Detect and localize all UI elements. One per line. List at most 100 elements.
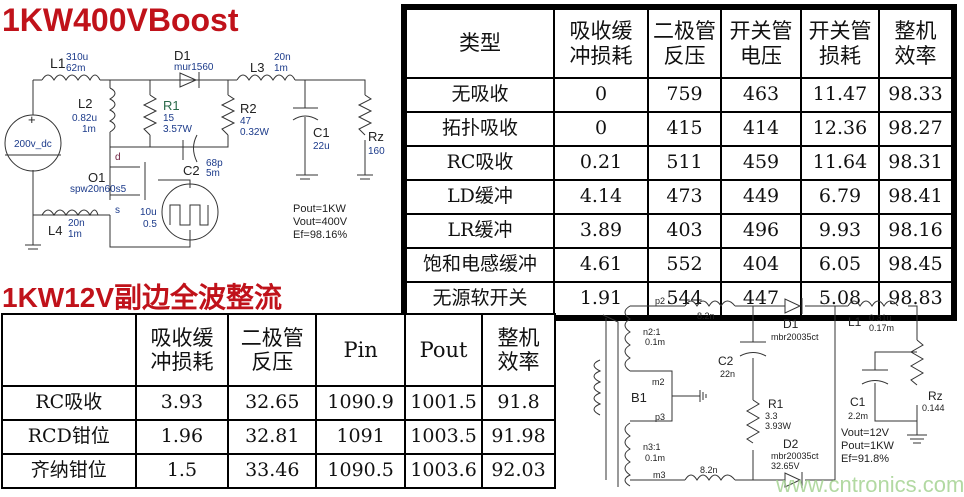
header-efficiency: 整机 效率 bbox=[481, 313, 556, 387]
value-cell: 1003.5 bbox=[404, 419, 484, 455]
label-p2: p2 bbox=[655, 296, 665, 306]
header-pin: Pin bbox=[315, 313, 407, 387]
capacitor-C2 bbox=[182, 134, 198, 163]
header-snubber-loss: 吸收缓 冲损耗 bbox=[553, 8, 649, 79]
secondary-winding-upper bbox=[624, 305, 631, 372]
capacitor-C1 bbox=[861, 369, 889, 385]
pulse-waveform bbox=[169, 204, 209, 226]
table-row: 拓扑吸收 0 415 414 12.36 98.27 bbox=[405, 111, 953, 147]
label-pulse-period: 10u bbox=[140, 207, 157, 218]
value-cell: 1.5 bbox=[134, 453, 230, 489]
ground-icons bbox=[699, 390, 927, 444]
inductor-p2 bbox=[684, 300, 736, 307]
table-row: 齐纳钳位 1.5 33.46 1090.5 1003.6 92.03 bbox=[1, 453, 556, 489]
label-L1: L1 bbox=[50, 55, 66, 71]
label-inductor-m3-value: 8.2n bbox=[700, 465, 718, 475]
label-source: 200v_dc bbox=[14, 139, 52, 150]
value-cell: 98.41 bbox=[878, 179, 953, 215]
row-label-cell: 无吸收 bbox=[405, 77, 555, 113]
label-D1-value: mbr20035ct bbox=[771, 332, 819, 342]
value-cell: 98.33 bbox=[878, 77, 953, 113]
label-C2-value: 22n bbox=[720, 369, 735, 379]
label-R2-value: 47 bbox=[240, 116, 252, 127]
label-Rz: Rz bbox=[928, 389, 943, 403]
table-row: 无吸收 0 759 463 11.47 98.33 bbox=[405, 77, 953, 113]
label-n2: n2:1 bbox=[643, 327, 661, 337]
label-L1: L1 bbox=[848, 315, 862, 329]
label-R1-power: 3.57W bbox=[163, 124, 192, 135]
label-L3-value: 20n bbox=[274, 52, 291, 63]
label-D2: D2 bbox=[783, 437, 799, 451]
value-cell: 12.36 bbox=[800, 111, 880, 147]
resistor-Rz bbox=[357, 94, 373, 136]
value-cell: 552 bbox=[647, 247, 722, 283]
label-drain: d bbox=[115, 152, 121, 163]
label-L2-value: 0.82u bbox=[72, 113, 97, 124]
label-R1: R1 bbox=[163, 98, 180, 113]
inductor-L4 bbox=[41, 209, 99, 217]
resistor-R1 bbox=[142, 94, 158, 136]
label-C2-esr: 5m bbox=[206, 168, 220, 179]
value-cell: 6.05 bbox=[800, 247, 880, 283]
label-m3: m3 bbox=[653, 470, 666, 480]
label-D1: D1 bbox=[783, 317, 799, 331]
label-B1: B1 bbox=[631, 390, 647, 405]
value-cell: 449 bbox=[720, 179, 802, 215]
inductor-L2 bbox=[108, 87, 116, 133]
value-cell: 3.93 bbox=[134, 385, 230, 421]
label-n3-esr: 0.1m bbox=[645, 453, 665, 463]
value-cell: 6.79 bbox=[800, 179, 880, 215]
rectifier-title: 1KW12V副边全波整流 bbox=[2, 282, 283, 313]
label-pout: Pout=1KW bbox=[293, 203, 347, 215]
label-Rz: Rz bbox=[368, 129, 384, 144]
boost-comparison-table: 类型 吸收缓 冲损耗 二极管 反压 开关管 电压 开关管 损耗 整机 效率 无吸收 0 759… bbox=[401, 4, 957, 321]
table-row: RCD钳位 1.96 32.81 1091 1003.5 91.98 bbox=[1, 419, 556, 455]
plus-sign: + bbox=[28, 112, 36, 127]
value-cell: 98.45 bbox=[878, 247, 953, 283]
value-cell: 3.89 bbox=[553, 213, 649, 249]
header-switch-loss: 开关管 损耗 bbox=[800, 8, 880, 79]
wires bbox=[32, 79, 366, 248]
primary-winding bbox=[593, 359, 602, 416]
label-D2-voltage: 32.65V bbox=[771, 461, 800, 471]
label-C1: C1 bbox=[313, 125, 330, 140]
value-cell: 1.91 bbox=[553, 281, 649, 317]
capacitor-C2 bbox=[739, 341, 767, 357]
diode-D1 bbox=[175, 72, 200, 88]
label-R2-power: 0.32W bbox=[240, 127, 269, 138]
value-cell: 1003.6 bbox=[404, 453, 484, 489]
diode-D2 bbox=[784, 472, 803, 488]
value-cell: 98.31 bbox=[878, 145, 953, 181]
value-cell: 414 bbox=[720, 111, 802, 147]
value-cell: 4.14 bbox=[553, 179, 649, 215]
label-L1-esr: 62m bbox=[66, 63, 85, 74]
row-label-cell: RC吸收 bbox=[405, 145, 555, 181]
label-C2-value: 68p bbox=[206, 158, 223, 169]
value-cell: 4.61 bbox=[553, 247, 649, 283]
boost-circuit-diagram: L1 310u 62m D1 mur1560 L3 20n 1m L2 0.82… bbox=[4, 48, 385, 250]
header-diode-reverse-voltage: 二极管 反压 bbox=[647, 8, 722, 79]
wires bbox=[630, 305, 918, 481]
resistor-R2 bbox=[220, 94, 236, 136]
value-cell: 459 bbox=[720, 145, 802, 181]
label-R1-value: 15 bbox=[163, 113, 175, 124]
label-vout: Vout=400V bbox=[293, 216, 348, 228]
label-Q1: O1 bbox=[88, 170, 105, 185]
label-n2-esr: 0.1m bbox=[645, 337, 665, 347]
label-D1: D1 bbox=[174, 48, 191, 63]
label-L1-value: 0.31u bbox=[869, 313, 892, 323]
label-L3-esr: 1m bbox=[274, 63, 288, 74]
header-diode-reverse-voltage: 二极管 反压 bbox=[227, 313, 318, 387]
label-C2: C2 bbox=[183, 163, 200, 178]
value-cell: 91.98 bbox=[481, 419, 556, 455]
label-pulse-duty: 0.5 bbox=[143, 219, 157, 230]
row-label-cell: 无源软开关 bbox=[405, 281, 555, 317]
value-cell: 0 bbox=[553, 77, 649, 113]
label-L4-value: 20n bbox=[68, 218, 85, 229]
resistor-Rz bbox=[910, 339, 924, 386]
header-type: 类型 bbox=[405, 8, 555, 79]
inductor-m3 bbox=[684, 474, 736, 481]
value-cell: 473 bbox=[647, 179, 722, 215]
label-D1-value: mur1560 bbox=[174, 62, 214, 73]
rectifier-circuit-diagram: p2 m2 p3 m3 B1 n2:1 0.1m n3:1 0.1m 8.2n … bbox=[593, 296, 945, 488]
